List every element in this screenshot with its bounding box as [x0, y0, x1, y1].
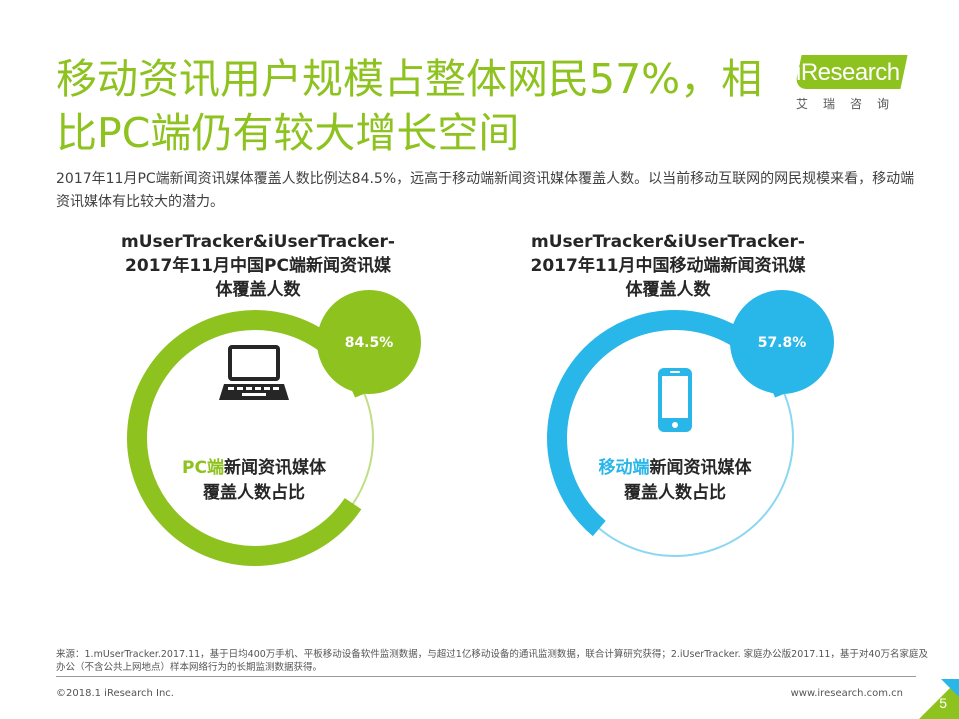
smartphone-icon: [658, 368, 692, 432]
pc-center-line-1: 新闻资讯媒体: [223, 458, 326, 478]
page-number: 5: [939, 695, 947, 711]
summary-text: 2017年11月PC端新闻资讯媒体覆盖人数比例达84.5%，远高于移动端新闻资讯…: [56, 171, 915, 210]
copyright-text: ©2018.1 iResearch Inc.: [56, 688, 174, 699]
pc-chart-title-line-2: 2017年11月中国PC端新闻资讯媒: [125, 256, 391, 276]
page-corner-decoration: [919, 679, 959, 719]
mobile-center-line-2: 覆盖人数占比: [624, 483, 726, 503]
pc-center-line-2: 覆盖人数占比: [203, 483, 305, 503]
pc-coverage-ring: 84.5%: [127, 290, 421, 566]
mobile-chart-title: mUserTracker&iUserTracker- 2017年11月中国移动端…: [508, 230, 828, 302]
mobile-chart-title-line-3: 体覆盖人数: [625, 280, 711, 300]
iresearch-logo: iResearch 艾瑞咨询: [790, 55, 920, 115]
source-footnote: 来源：1.mUserTracker.2017.11，基于日均400万手机、平板移…: [56, 649, 929, 673]
mobile-center-line-1: 新闻资讯媒体: [649, 458, 752, 478]
mobile-value-bubble: [730, 290, 834, 394]
mobile-chart-title-line-2: 2017年11月中国移动端新闻资讯媒: [530, 256, 806, 276]
page-title: 移动资讯用户规模占整体网民57%，相比PC端仍有较大增长空间: [56, 55, 763, 157]
logo-text: iResearch: [796, 59, 900, 86]
pc-center-label: PC端新闻资讯媒体 覆盖人数占比: [134, 456, 374, 506]
footer-divider: [56, 676, 916, 677]
pc-value-label: 84.5%: [345, 335, 394, 351]
pc-highlight-label: PC端: [182, 458, 224, 478]
pc-value-arc: [127, 310, 374, 566]
mobile-center-label: 移动端新闻资讯媒体 覆盖人数占比: [555, 456, 795, 506]
mobile-chart-title-line-1: mUserTracker&iUserTracker-: [531, 232, 805, 252]
mobile-value-label: 57.8%: [758, 335, 807, 351]
pc-chart-title-line-1: mUserTracker&iUserTracker-: [121, 232, 395, 252]
website-link[interactable]: www.iresearch.com.cn: [790, 688, 903, 699]
pc-value-bubble: [317, 290, 421, 394]
laptop-icon: [219, 345, 289, 400]
mobile-highlight-label: 移动端: [598, 458, 650, 478]
pc-chart-title: mUserTracker&iUserTracker- 2017年11月中国PC端…: [98, 230, 418, 302]
logo-chinese: 艾瑞咨询: [796, 97, 905, 111]
pc-chart-title-line-3: 体覆盖人数: [215, 280, 301, 300]
mobile-coverage-ring: 57.8%: [547, 290, 834, 557]
